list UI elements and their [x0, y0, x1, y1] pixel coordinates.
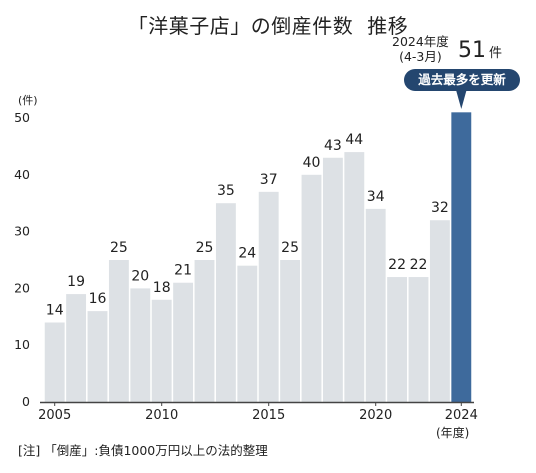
bar-2023: [429, 220, 450, 402]
data-label-2008: 25: [110, 240, 128, 256]
latest-value-unit: 件: [489, 46, 503, 61]
chart-title-main: 「洋菓子店」の倒産件数: [127, 14, 354, 38]
bar-2005: [44, 322, 65, 402]
bar-2007: [87, 311, 108, 402]
data-label-2006: 19: [67, 274, 85, 290]
data-label-2012: 25: [196, 240, 214, 256]
data-label-2009: 20: [131, 268, 149, 284]
bar-2024: [451, 112, 472, 402]
bar-2021: [387, 277, 408, 402]
bar-2017: [301, 174, 322, 402]
latest-value: 51 件: [458, 38, 502, 63]
x-axis-ticks: 2005 2010 2015 2020 2024: [38, 402, 478, 423]
bar-2022: [408, 277, 429, 402]
footnote: [注] 「倒産」:負債1000万円以上の法的整理: [18, 443, 268, 458]
y-tick-label: 0: [22, 394, 30, 409]
bar-2016: [280, 260, 301, 402]
bar-2011: [173, 282, 194, 402]
latest-period: 2024年度 (4-3月): [392, 34, 449, 64]
chart-title-sub: 推移: [367, 14, 409, 38]
y-axis-ticks: 0 10 20 30 40 50: [14, 110, 30, 409]
data-label-2010: 18: [153, 280, 171, 296]
bar-2014: [237, 265, 258, 402]
y-tick-label: 30: [14, 224, 30, 239]
data-label-2021: 22: [388, 257, 406, 273]
data-label-2022: 22: [410, 257, 428, 273]
bars: [44, 112, 472, 402]
x-tick-label-2020: 2020: [359, 408, 392, 423]
x-tick-label-2015: 2015: [252, 408, 285, 423]
bar-2009: [130, 288, 151, 402]
bar-2012: [194, 260, 215, 402]
record-high-badge: 過去最多を更新: [404, 69, 520, 91]
y-tick-label: 20: [14, 280, 30, 295]
data-label-2011: 21: [174, 263, 192, 279]
bar-2018: [322, 157, 343, 402]
latest-period-months: (4-3月): [399, 49, 442, 64]
x-tick-label-2005: 2005: [38, 408, 71, 423]
y-tick-label: 10: [14, 337, 30, 352]
x-tick-label-2024: 2024: [445, 408, 478, 423]
y-tick-label: 50: [14, 110, 30, 125]
data-label-2007: 16: [89, 291, 107, 307]
data-label-2015: 37: [260, 172, 278, 188]
data-label-2020: 34: [367, 189, 385, 205]
bar-2013: [215, 203, 236, 402]
x-tick-label-2010: 2010: [145, 408, 178, 423]
latest-period-year: 2024年度: [392, 34, 449, 49]
bar-2019: [344, 152, 365, 402]
data-label-2023: 32: [431, 200, 449, 216]
bar-2010: [151, 299, 172, 402]
data-label-2017: 40: [303, 155, 321, 171]
data-label-2019: 44: [345, 132, 363, 148]
data-label-2014: 24: [238, 246, 256, 262]
latest-value-number: 51: [458, 38, 486, 63]
bar-2006: [66, 294, 87, 402]
bar-2008: [108, 260, 129, 402]
data-label-2005: 14: [46, 302, 64, 318]
badge-pointer: [456, 91, 467, 109]
y-tick-label: 40: [14, 167, 30, 182]
bar-2020: [365, 208, 386, 402]
data-label-2018: 43: [324, 138, 342, 154]
x-axis-unit: (年度): [436, 426, 470, 440]
chart-title: 「洋菓子店」の倒産件数 推移: [0, 10, 536, 39]
bar-2015: [258, 191, 279, 402]
data-label-2016: 25: [281, 240, 299, 256]
y-axis-unit: (件): [18, 94, 38, 107]
data-label-2013: 35: [217, 183, 235, 199]
